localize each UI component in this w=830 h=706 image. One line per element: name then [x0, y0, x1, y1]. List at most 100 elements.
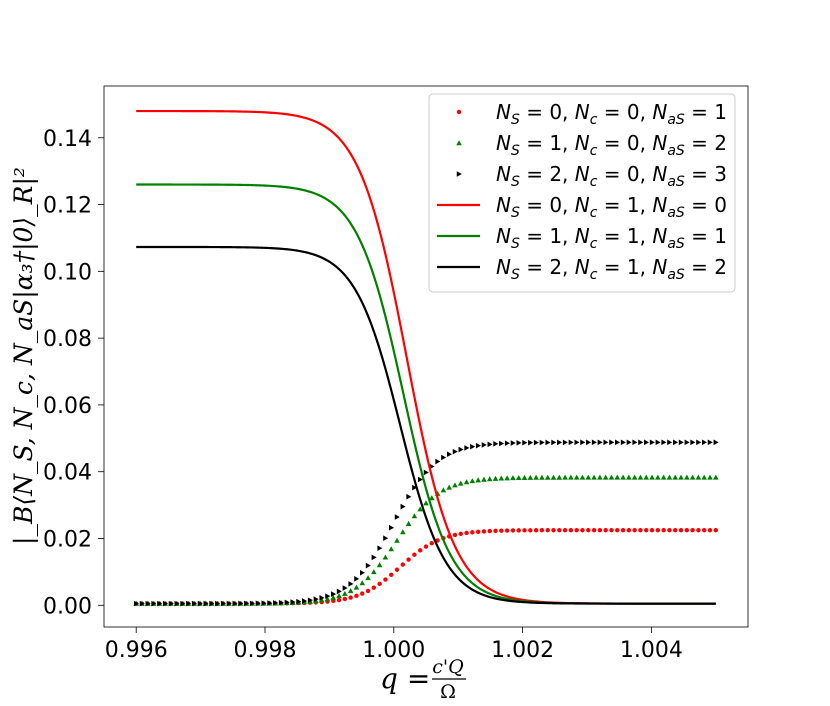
data-point: [145, 600, 151, 607]
data-point: [360, 591, 365, 596]
data-point: [580, 527, 585, 533]
data-point: [290, 599, 296, 605]
data-point: [457, 480, 464, 486]
data-point: [527, 474, 534, 480]
data-point: [481, 529, 487, 534]
data-point: [197, 600, 203, 607]
data-point: [586, 527, 591, 533]
data-point: [273, 600, 279, 606]
data-point: [446, 451, 452, 458]
data-point: [336, 588, 342, 595]
data-point: [574, 439, 580, 446]
data-point: [661, 439, 667, 446]
data-point: [186, 600, 192, 607]
data-point: [255, 600, 261, 607]
data-point: [278, 599, 284, 606]
data-point: [608, 474, 615, 480]
data-point: [423, 544, 429, 549]
data-point: [417, 476, 424, 483]
data-point: [475, 529, 481, 534]
data-point: [267, 600, 273, 606]
data-point: [411, 513, 418, 519]
data-point: [516, 440, 522, 446]
legend-swatch: [456, 140, 462, 146]
y-axis-label: |_B⟨N_S, N_c, N_aS|α₃†|0⟩_R|²: [9, 167, 39, 545]
data-point: [678, 439, 684, 446]
data-point: [342, 596, 348, 602]
data-point: [493, 528, 498, 534]
legend-entry: NS = 2, Nc = 1, NaS = 2: [437, 255, 727, 283]
data-point: [678, 527, 684, 533]
data-point: [226, 600, 232, 607]
data-point: [174, 600, 180, 607]
data-point: [528, 528, 533, 533]
data-point: [458, 531, 463, 537]
data-point: [261, 600, 267, 607]
data-point: [342, 585, 348, 591]
data-point: [203, 600, 209, 607]
data-point: [521, 474, 528, 480]
data-point: [458, 446, 464, 453]
data-point: [470, 530, 475, 535]
data-point: [510, 475, 516, 481]
data-point: [586, 439, 592, 446]
series-line: [136, 245, 716, 605]
data-point: [365, 562, 371, 569]
legend-label: NS = 1, Nc = 0, NaS = 2: [496, 131, 727, 159]
data-point: [394, 514, 400, 520]
data-point: [684, 474, 690, 480]
data-point: [371, 554, 377, 561]
data-point: [394, 567, 400, 572]
data-point: [336, 597, 342, 603]
data-point: [423, 500, 429, 506]
data-point: [481, 442, 487, 448]
data-point: [336, 593, 342, 599]
data-point: [597, 474, 603, 480]
data-point: [695, 474, 702, 480]
data-point: [452, 482, 458, 488]
data-point: [493, 441, 499, 447]
data-point: [533, 528, 539, 533]
legend-entry: NS = 2, Nc = 0, NaS = 3: [456, 162, 727, 190]
data-point: [672, 474, 679, 480]
data-point: [620, 527, 626, 533]
data-point: [209, 600, 215, 607]
y-tick-label: 0.00: [43, 594, 92, 619]
data-point: [481, 476, 487, 482]
data-point: [649, 474, 655, 480]
legend-label: NS = 0, Nc = 0, NaS = 1: [496, 100, 727, 128]
data-point: [406, 557, 411, 562]
data-point: [655, 527, 661, 533]
data-point: [644, 439, 650, 446]
data-point: [573, 474, 580, 480]
data-point: [418, 548, 423, 553]
data-point: [667, 527, 672, 533]
data-point: [313, 596, 319, 602]
x-tick-label: 0.996: [105, 638, 168, 663]
x-tick-label: 1.002: [491, 638, 554, 663]
data-point: [325, 593, 331, 599]
data-point: [557, 527, 562, 533]
data-point: [452, 448, 458, 455]
data-point: [696, 439, 702, 446]
data-point: [215, 600, 221, 607]
data-point: [133, 600, 139, 607]
data-point: [632, 527, 637, 533]
series-layer: [133, 109, 719, 607]
data-point: [539, 528, 545, 533]
data-point: [342, 590, 348, 596]
data-point: [412, 484, 418, 491]
data-point: [510, 528, 516, 533]
data-point: [533, 439, 539, 446]
data-point: [377, 581, 382, 587]
data-point: [545, 528, 550, 533]
data-point: [377, 545, 383, 551]
data-point: [168, 600, 174, 607]
data-point: [597, 439, 603, 446]
data-point: [220, 600, 226, 607]
data-point: [180, 600, 186, 607]
data-point: [394, 537, 400, 543]
data-point: [620, 474, 626, 480]
series-1: [134, 527, 718, 606]
